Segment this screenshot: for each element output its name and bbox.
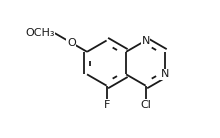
Text: O: O [67, 38, 76, 48]
Text: N: N [161, 69, 169, 79]
Text: N: N [141, 35, 150, 46]
Text: OCH₃: OCH₃ [25, 28, 55, 38]
Text: F: F [103, 100, 110, 110]
Text: Cl: Cl [140, 100, 151, 110]
